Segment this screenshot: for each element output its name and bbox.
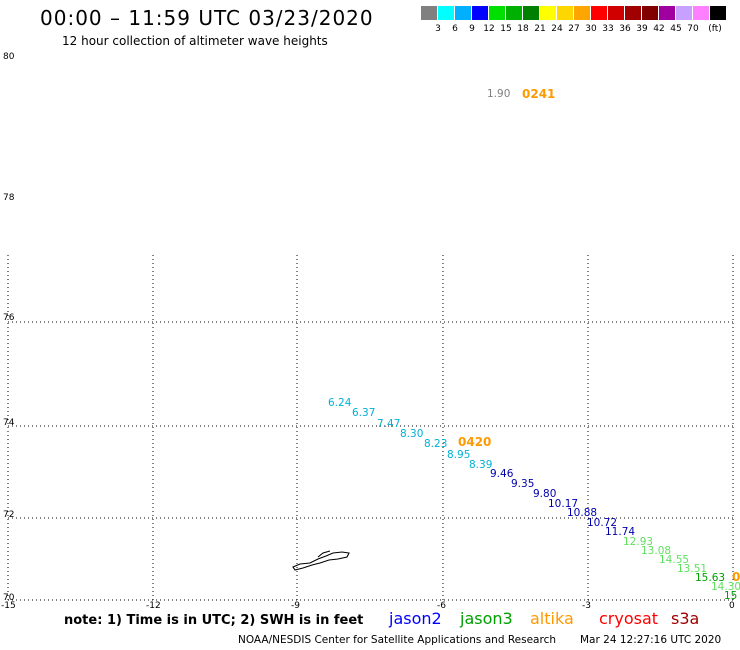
lon-tick-label: 0 bbox=[729, 601, 735, 611]
wave-height-reading: 14.55 bbox=[659, 554, 690, 566]
lat-tick-label: 74 bbox=[3, 418, 15, 428]
wave-height-reading: 10.88 bbox=[567, 507, 598, 519]
lat-tick-label: 70 bbox=[3, 593, 15, 603]
legend-swatch bbox=[472, 6, 488, 20]
wave-height-reading: 10.72 bbox=[587, 517, 618, 529]
wave-height-reading: 6.37 bbox=[352, 407, 376, 419]
legend-swatch bbox=[421, 6, 437, 20]
wave-height-reading: 8.39 bbox=[469, 459, 493, 471]
legend-label: 42 bbox=[653, 24, 665, 34]
wave-height-reading: 9.80 bbox=[533, 488, 557, 500]
legend-swatch bbox=[557, 6, 573, 20]
wave-height-reading: 8.23 bbox=[424, 438, 448, 450]
legend-swatch bbox=[455, 6, 471, 20]
mission-label-jason3: jason3 bbox=[460, 609, 513, 628]
legend-swatch bbox=[574, 6, 590, 20]
lat-tick-label: 76 bbox=[3, 313, 15, 323]
mission-label-s3a: s3a bbox=[671, 609, 700, 628]
lon-tick-label: -9 bbox=[291, 601, 300, 611]
wave-height-reading: 13.51 bbox=[677, 563, 708, 575]
satellite-pass-label: 0241 bbox=[522, 87, 556, 101]
jan-mayen-island-outline bbox=[292, 550, 350, 571]
mission-label-cryosat: cryosat bbox=[599, 609, 659, 628]
legend-swatch bbox=[523, 6, 539, 20]
lon-tick-label: -3 bbox=[582, 601, 591, 611]
wave-height-reading: 6.24 bbox=[328, 397, 352, 409]
lon-tick-label: -12 bbox=[146, 601, 161, 611]
mission-label-jason2: jason2 bbox=[389, 609, 442, 628]
legend-swatch bbox=[642, 6, 658, 20]
lon-tick-label: -15 bbox=[1, 601, 16, 611]
legend-label: 24 bbox=[551, 24, 563, 34]
wave-height-reading: 7.47 bbox=[377, 418, 401, 430]
mission-label-altika: altika bbox=[530, 609, 574, 628]
legend-label: 39 bbox=[636, 24, 648, 34]
wave-height-reading: 8.95 bbox=[447, 449, 471, 461]
legend-swatch bbox=[506, 6, 522, 20]
wave-height-reading: 15.63 bbox=[695, 572, 726, 584]
legend-label: 27 bbox=[568, 24, 580, 34]
legend-label: 70 bbox=[687, 24, 699, 34]
lat-tick-label: 80 bbox=[3, 52, 15, 62]
map-subtitle: 12 hour collection of altimeter wave hei… bbox=[62, 34, 328, 48]
legend-swatch bbox=[693, 6, 709, 20]
map-title: 00:00 – 11:59 UTC 03/23/2020 bbox=[40, 6, 374, 30]
footer-note: note: 1) Time is in UTC; 2) SWH is in fe… bbox=[64, 613, 364, 628]
lat-tick-label: 72 bbox=[3, 510, 15, 520]
wave-height-reading: 12.93 bbox=[623, 536, 654, 548]
wave-height-reading: 8.30 bbox=[400, 428, 424, 440]
legend-swatch bbox=[540, 6, 556, 20]
legend-label: 21 bbox=[534, 24, 546, 34]
legend-label: 45 bbox=[670, 24, 682, 34]
wave-height-reading: 1.90 bbox=[487, 88, 511, 100]
legend-unit: (ft) bbox=[708, 24, 722, 34]
wave-height-reading: 10.17 bbox=[548, 498, 579, 510]
legend-label: 3 bbox=[435, 24, 441, 34]
legend-swatch bbox=[710, 6, 726, 20]
lon-tick-label: -6 bbox=[437, 601, 446, 611]
legend-swatch bbox=[659, 6, 675, 20]
legend-label: 12 bbox=[483, 24, 495, 34]
legend-swatch bbox=[591, 6, 607, 20]
satellite-pass-label: 0420 bbox=[458, 435, 492, 449]
wave-height-reading: 9.46 bbox=[490, 468, 514, 480]
generated-timestamp: Mar 24 12:27:16 UTC 2020 bbox=[580, 634, 722, 646]
lat-tick-label: 78 bbox=[3, 193, 15, 203]
legend-label: 33 bbox=[602, 24, 614, 34]
legend-label: 36 bbox=[619, 24, 631, 34]
legend-label: 6 bbox=[452, 24, 458, 34]
wave-height-reading: 14.30 bbox=[711, 581, 740, 593]
legend-label: 30 bbox=[585, 24, 597, 34]
legend-swatch bbox=[676, 6, 692, 20]
legend-label: 18 bbox=[517, 24, 529, 34]
credit-line: NOAA/NESDIS Center for Satellite Applica… bbox=[238, 634, 556, 646]
wave-height-reading: 9.35 bbox=[511, 478, 535, 490]
satellite-pass-label: 0 bbox=[732, 570, 740, 584]
wave-height-reading: 11.74 bbox=[605, 526, 636, 538]
wave-height-reading: 13.08 bbox=[641, 545, 672, 557]
wave-height-reading: 15 bbox=[724, 590, 738, 602]
legend-label: 15 bbox=[500, 24, 512, 34]
legend-swatch bbox=[625, 6, 641, 20]
legend-swatch bbox=[489, 6, 505, 20]
legend-swatch bbox=[438, 6, 454, 20]
legend-swatch bbox=[608, 6, 624, 20]
legend-label: 9 bbox=[469, 24, 475, 34]
